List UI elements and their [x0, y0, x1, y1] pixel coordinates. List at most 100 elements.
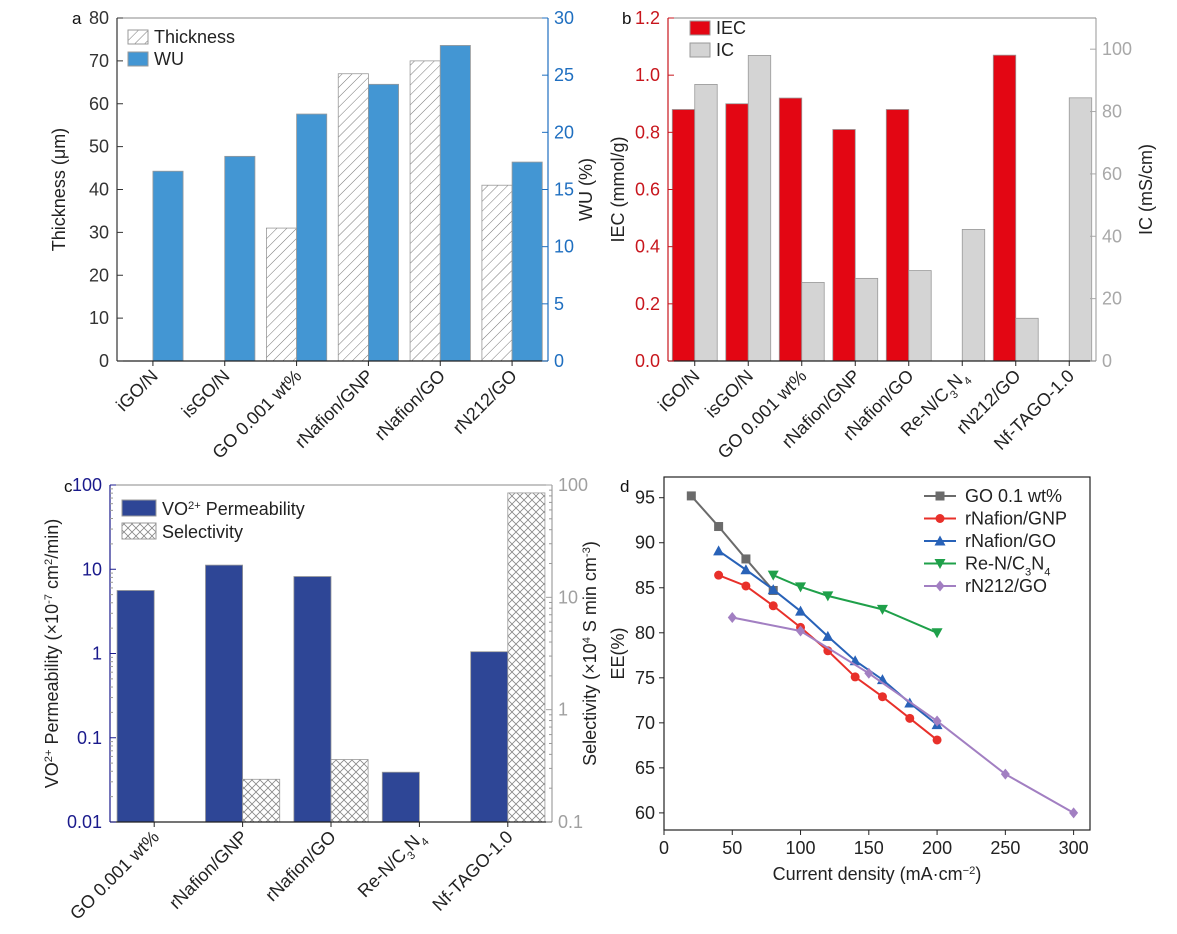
- data-point-triangle-down: [795, 582, 807, 593]
- bar-ic-6: [1015, 317, 1039, 362]
- text-span: 15: [554, 180, 574, 200]
- bar-iec-2: [778, 97, 803, 362]
- plot-frame: [663, 476, 1091, 831]
- text-span: iGO/N: [654, 366, 704, 416]
- category-label: Nf-TAGO-1.0: [428, 827, 516, 915]
- text-span: 80: [1102, 102, 1122, 122]
- text-span: 2+: [43, 749, 55, 762]
- panel-b-iec-ic: b0.00.20.40.60.81.01.2020406080100iGO/Ni…: [608, 8, 1156, 463]
- y-tick-label: 70: [635, 713, 655, 733]
- text-span: Thickness (μm): [49, 128, 69, 251]
- text-span: 0.8: [635, 122, 660, 142]
- right-tick-label: 5: [554, 294, 564, 314]
- bar-ic-4: [908, 270, 932, 362]
- left-tick-label: 0.1: [77, 728, 102, 748]
- data-point-square: [935, 491, 945, 501]
- bar-ic-2: [801, 282, 825, 362]
- left-tick-label: 0.0: [635, 351, 660, 371]
- text-span: 50: [722, 838, 742, 858]
- data-point-diamond: [864, 667, 874, 679]
- text-span: Permeability: [201, 499, 305, 519]
- data-point-circle: [741, 581, 751, 591]
- text-span: WU: [154, 49, 184, 69]
- text-span: 30: [89, 222, 109, 242]
- data-point-triangle-up: [795, 605, 807, 616]
- text-span: Re-N/C: [354, 845, 411, 902]
- category-label: isGO/N: [178, 366, 234, 422]
- data-point-triangle-up: [740, 564, 752, 575]
- left-tick-label: 1.0: [635, 65, 660, 85]
- text-span: 80: [635, 623, 655, 643]
- text-span: 5: [554, 294, 564, 314]
- text-span: /min): [42, 519, 62, 559]
- text-span: 100: [558, 475, 588, 495]
- bar-iec-4: [885, 109, 910, 362]
- bar-wu-5: [511, 161, 543, 362]
- text-span: rNafion/GNP: [165, 827, 251, 913]
- text-span: GO 0.001 wt%: [66, 827, 163, 924]
- bar-ic-1: [747, 55, 772, 362]
- text-span: 100: [1102, 39, 1132, 59]
- left-tick-label: 0: [99, 351, 109, 371]
- text-span: 90: [635, 533, 655, 553]
- x-axis-title: Current density (mA·cm−2): [773, 864, 982, 884]
- left-tick-label: 0.8: [635, 122, 660, 142]
- text-span: 65: [635, 758, 655, 778]
- text-span: a: [72, 9, 82, 28]
- text-span: 100: [72, 475, 102, 495]
- y-axis-title: IEC (mmol/g): [608, 136, 628, 242]
- x-tick-label: 100: [786, 838, 816, 858]
- data-point-circle: [932, 735, 942, 745]
- text-span: rN212/GO: [965, 576, 1047, 596]
- x-tick-label: 150: [854, 838, 884, 858]
- bar-iec-0: [671, 109, 696, 362]
- y-axis-title: EE(%): [608, 627, 628, 679]
- text-span: WU (%): [576, 158, 596, 221]
- text-span: ): [975, 864, 981, 884]
- text-span: Current density (mA·cm: [773, 864, 963, 884]
- text-span: -3: [581, 547, 593, 557]
- text-span: 75: [635, 668, 655, 688]
- data-point-triangle-down: [767, 570, 779, 581]
- y-tick-label: 90: [635, 533, 655, 553]
- text-span: GO 0.1 wt%: [965, 486, 1062, 506]
- series-line-4: [732, 616, 1075, 814]
- y2-axis-title: Selectivity (×104 S min cm-3): [580, 541, 600, 766]
- text-span: 0: [99, 351, 109, 371]
- legend-swatch: [121, 522, 157, 540]
- text-span: 20: [1102, 289, 1122, 309]
- text-span: 250: [990, 838, 1020, 858]
- data-point-circle: [905, 713, 915, 723]
- legend-swatch: [127, 29, 149, 45]
- text-span: 0.1: [77, 728, 102, 748]
- text-span: VO: [42, 762, 62, 788]
- text-span: IEC (mmol/g): [608, 136, 628, 242]
- panel-letter: d: [620, 477, 629, 496]
- text-span: iGO/N: [112, 366, 162, 416]
- text-span: 40: [1102, 226, 1122, 246]
- left-tick-label: 70: [89, 51, 109, 71]
- text-span: 4: [1044, 567, 1050, 579]
- data-point-diamond: [932, 715, 942, 727]
- legend-label: rN212/GO: [965, 576, 1047, 596]
- data-point-diamond: [727, 611, 737, 623]
- left-tick-label: 0.6: [635, 180, 660, 200]
- right-tick-label: 60: [1102, 164, 1122, 184]
- text-span: 1: [558, 700, 568, 720]
- text-span: 20: [554, 122, 574, 142]
- data-point-diamond: [1069, 807, 1079, 819]
- legend-swatch: [127, 51, 149, 67]
- text-span: IC: [716, 40, 734, 60]
- panel-letter: a: [72, 9, 82, 28]
- text-span: 150: [854, 838, 884, 858]
- bar-selectivity-4: [507, 492, 546, 823]
- bar-iec-1: [725, 103, 749, 362]
- text-span: 70: [635, 713, 655, 733]
- legend-label: rNafion/GO: [965, 531, 1056, 551]
- legend-label: rNafion/GNP: [965, 509, 1067, 529]
- text-span: rNafion/GO: [965, 531, 1056, 551]
- text-span: 100: [786, 838, 816, 858]
- data-point-diamond: [935, 580, 945, 592]
- data-point-square: [686, 491, 696, 501]
